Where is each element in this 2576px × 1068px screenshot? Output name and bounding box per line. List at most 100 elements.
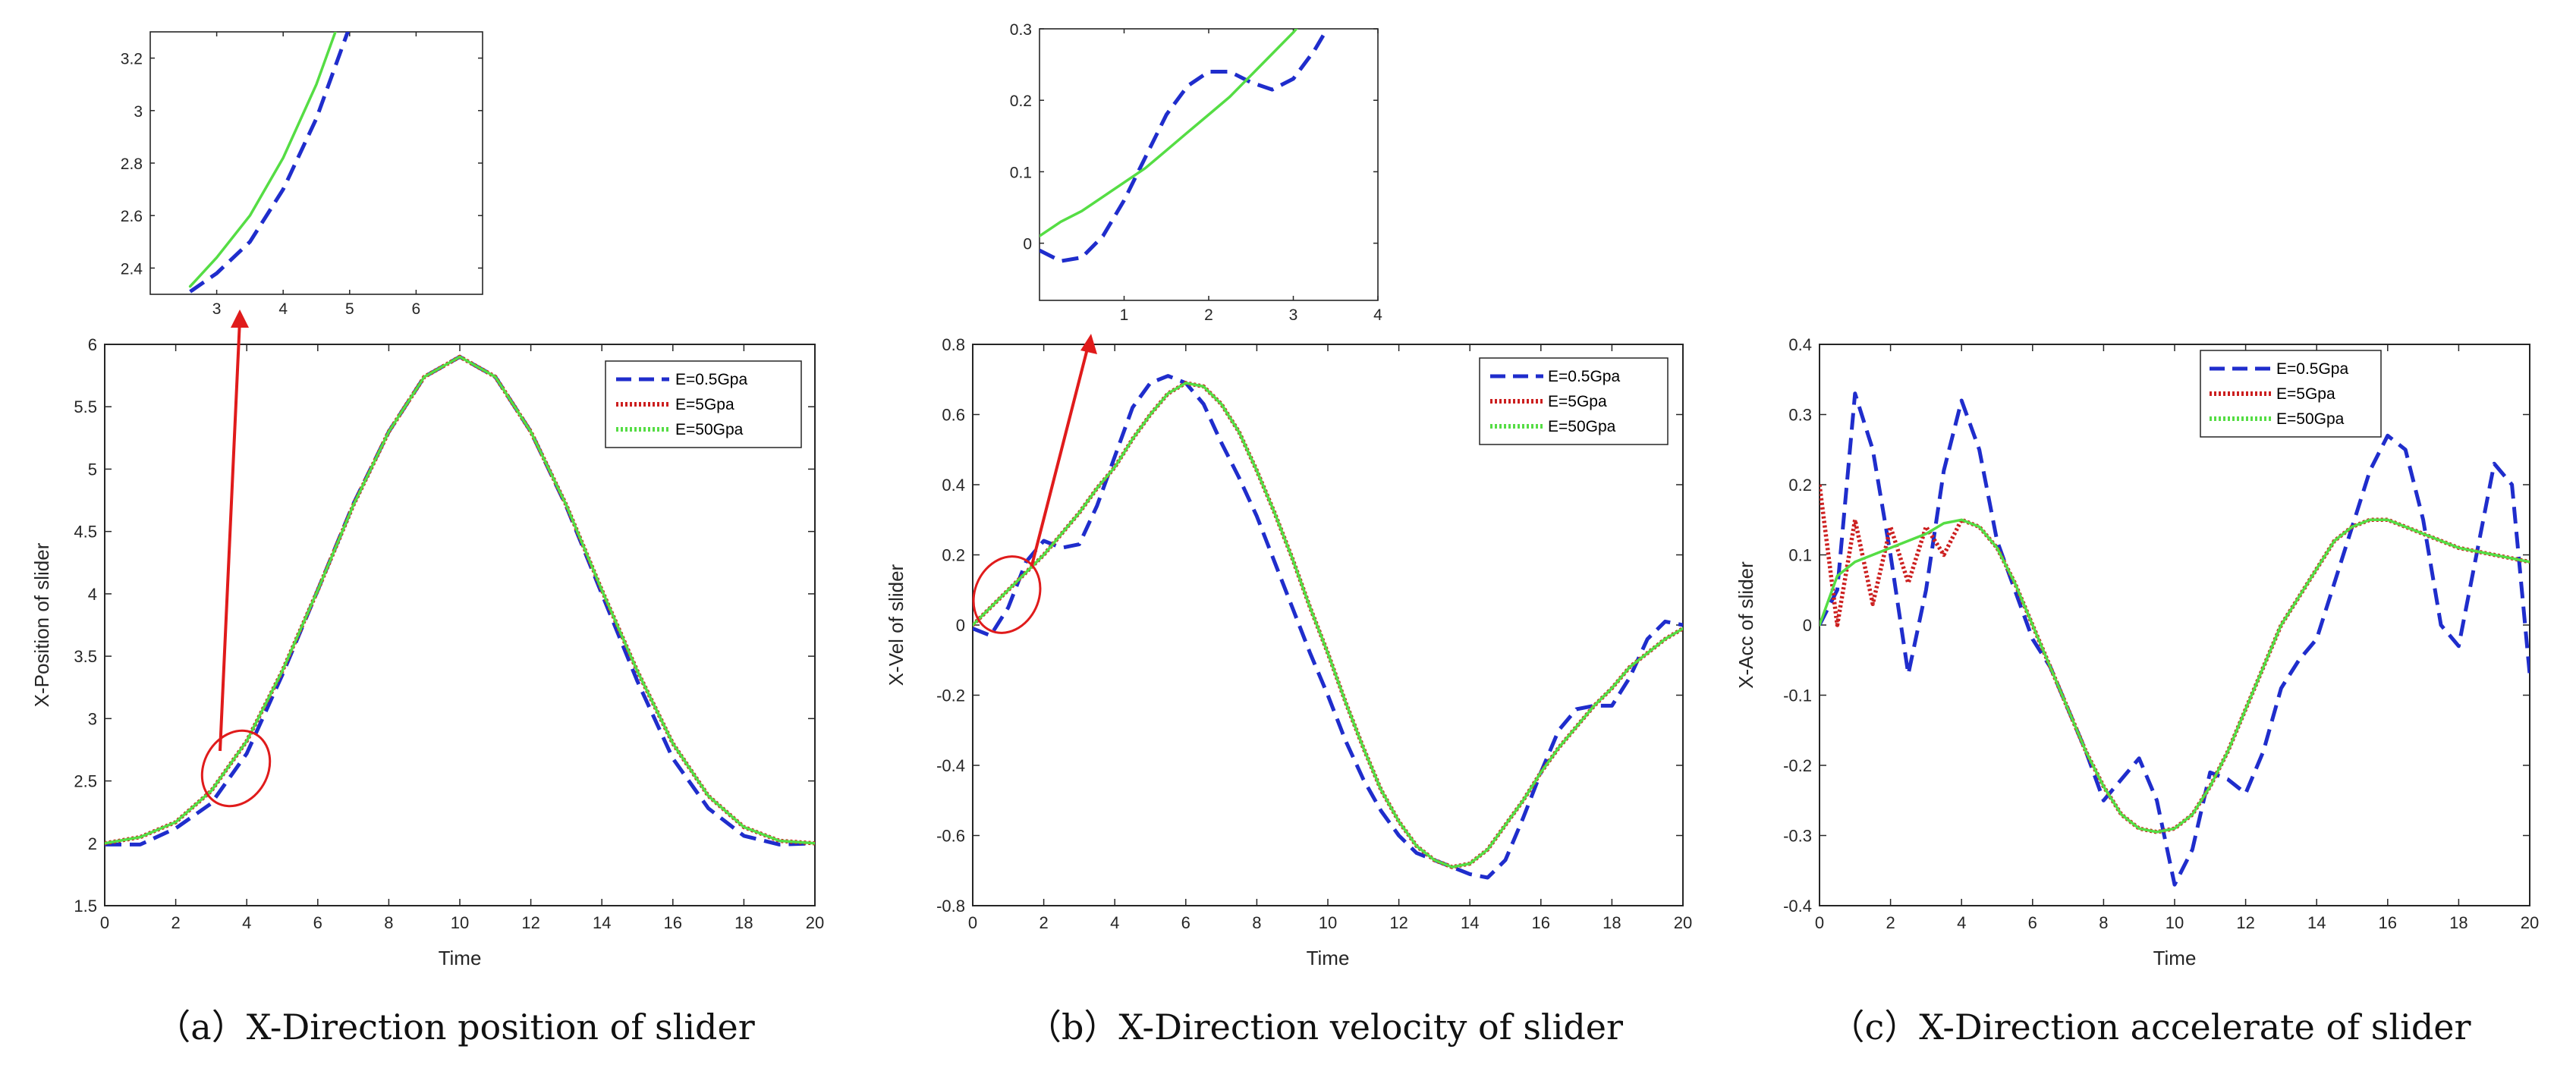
y-tick-label: 3 [134, 103, 143, 121]
x-tick-label: 4 [242, 913, 251, 932]
legend: E=0.5Gpa E=5Gpa E=50Gpa [2200, 350, 2382, 438]
x-tick-label: 16 [1532, 913, 1550, 932]
x-tick-label: 14 [593, 913, 611, 932]
y-tick-label: 0.3 [1010, 21, 1032, 39]
zoom-ellipse [200, 729, 272, 808]
y-tick-label: -0.2 [1783, 756, 1812, 775]
series-line-e50 [973, 382, 1683, 869]
series-line-e50 [105, 355, 815, 845]
x-tick-label: 8 [2099, 913, 2108, 932]
inset-frame [149, 31, 483, 295]
x-tick-label: 18 [2449, 913, 2467, 932]
y-tick-label: 3.2 [121, 51, 143, 68]
inset-ticks: 3 4 5 6 2.4 2.6 2.8 3 3.2 [121, 32, 483, 318]
y-tick-label: 1.5 [74, 897, 97, 916]
x-tick-label: 3 [212, 300, 222, 318]
axes-ticks: 0 2 4 6 8 10 12 14 16 18 20 1.5 2 2.5 3 3.5 4 4.5 5 5.5 6 [74, 335, 824, 932]
legend-label-e05: E=0.5Gpa [675, 371, 747, 388]
caption-a: （a）X-Direction position of slider [156, 1007, 754, 1048]
legend-label-e05: E=0.5Gpa [1548, 368, 1620, 385]
y-tick-label: 0.2 [942, 546, 965, 565]
y-tick-label: 0 [1023, 236, 1032, 253]
x-tick-label: 10 [451, 913, 469, 932]
y-tick-label: 0 [1803, 616, 1812, 635]
y-axis-label: X-Vel of slider [885, 564, 907, 686]
caption-b: （b）X-Direction velocity of slider [1027, 1007, 1623, 1048]
x-tick-label: 16 [2379, 913, 2397, 932]
x-tick-label: 12 [2236, 913, 2254, 932]
y-tick-label: -0.2 [936, 686, 965, 705]
x-tick-label: 18 [734, 913, 753, 932]
legend-box [2200, 350, 2382, 438]
y-tick-label: 0.1 [1788, 546, 1812, 565]
x-tick-label: 20 [2521, 913, 2539, 932]
x-tick-label: 3 [1289, 306, 1298, 324]
series-line-e05 [1040, 29, 1329, 263]
inset-frame [1039, 28, 1379, 301]
series-group [973, 374, 1683, 880]
series-group [105, 354, 815, 847]
y-tick-label: 5 [88, 460, 97, 479]
y-tick-label: -0.4 [936, 756, 965, 775]
series-line-e05 [973, 374, 1683, 880]
legend-label-e5: E=5Gpa [675, 396, 734, 413]
y-axis-label: X-Position of slider [30, 542, 53, 707]
y-tick-label: 0.3 [1788, 406, 1812, 425]
series-group [1820, 391, 2530, 887]
series-line-e50 [1820, 518, 2530, 834]
x-tick-label: 6 [313, 913, 322, 932]
y-tick-label: 5.5 [74, 397, 97, 416]
zoom-arrow-head [231, 309, 249, 328]
legend-box [1479, 357, 1669, 445]
caption-c: （c）X-Direction accelerate of slider [1829, 1007, 2471, 1048]
x-tick-label: 0 [100, 913, 109, 932]
x-tick-label: 8 [1252, 913, 1261, 932]
x-tick-label: 0 [1815, 913, 1824, 932]
zoom-arrow [219, 319, 241, 752]
inset-ticks: 1 2 3 4 0 0.1 0.2 0.3 [1010, 21, 1382, 324]
y-tick-label: -0.3 [1783, 827, 1812, 846]
x-tick-label: 14 [2307, 913, 2326, 932]
x-tick-label: 6 [1181, 913, 1190, 932]
y-tick-label: 2.5 [74, 772, 97, 791]
x-tick-label: 12 [521, 913, 539, 932]
x-axis-label: Time [1307, 947, 1350, 969]
x-tick-label: 4 [1110, 913, 1119, 932]
x-tick-label: 5 [345, 300, 354, 318]
legend-label-e50: E=50Gpa [1548, 418, 1616, 435]
axes-frame [1819, 344, 2530, 906]
x-tick-label: 8 [384, 913, 393, 932]
x-tick-label: 20 [1674, 913, 1692, 932]
x-tick-label: 0 [968, 913, 977, 932]
chart-position: 0 2 4 6 8 10 12 14 16 18 20 1.5 2 2.5 3 3.5 4 4.5 5 5.5 6 E=… [30, 31, 824, 1048]
y-tick-label: 0 [956, 616, 965, 635]
y-tick-label: 0.8 [942, 335, 965, 354]
x-axis-label: Time [439, 947, 482, 969]
x-tick-label: 4 [1373, 306, 1382, 324]
inset-series-group [1040, 29, 1329, 263]
x-tick-label: 6 [412, 300, 421, 318]
x-tick-label: 1 [1120, 306, 1129, 324]
x-tick-label: 10 [1319, 913, 1337, 932]
x-tick-label: 18 [1603, 913, 1621, 932]
inset-position: 3 4 5 6 2.4 2.6 2.8 3 3.2 [121, 31, 483, 318]
zoom-ellipse [972, 555, 1042, 634]
y-tick-label: 6 [88, 335, 97, 354]
x-tick-label: 4 [278, 300, 288, 318]
zoom-arrow [1030, 345, 1090, 566]
legend-label-e50: E=50Gpa [675, 421, 744, 438]
legend-label-e5: E=5Gpa [2276, 385, 2335, 403]
y-tick-label: 0.2 [1010, 93, 1032, 110]
x-tick-label: 2 [1886, 913, 1895, 932]
x-tick-label: 2 [1039, 913, 1048, 932]
x-tick-label: 16 [664, 913, 682, 932]
y-tick-label: 0.4 [1788, 335, 1812, 354]
series-line-e05 [1820, 391, 2530, 887]
x-tick-label: 10 [2166, 913, 2184, 932]
x-axis-label: Time [2153, 947, 2197, 969]
series-line-e50 [188, 32, 337, 288]
x-tick-label: 4 [1957, 913, 1966, 932]
y-tick-label: 0.1 [1010, 164, 1032, 181]
chart-velocity: 0 2 4 6 8 10 12 14 16 18 20-0.8-0.6-0.4-0.200.20.4… [885, 21, 1692, 1048]
